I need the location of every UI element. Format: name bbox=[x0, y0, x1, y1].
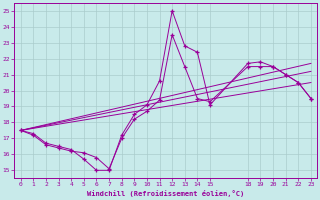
X-axis label: Windchill (Refroidissement éolien,°C): Windchill (Refroidissement éolien,°C) bbox=[87, 190, 244, 197]
